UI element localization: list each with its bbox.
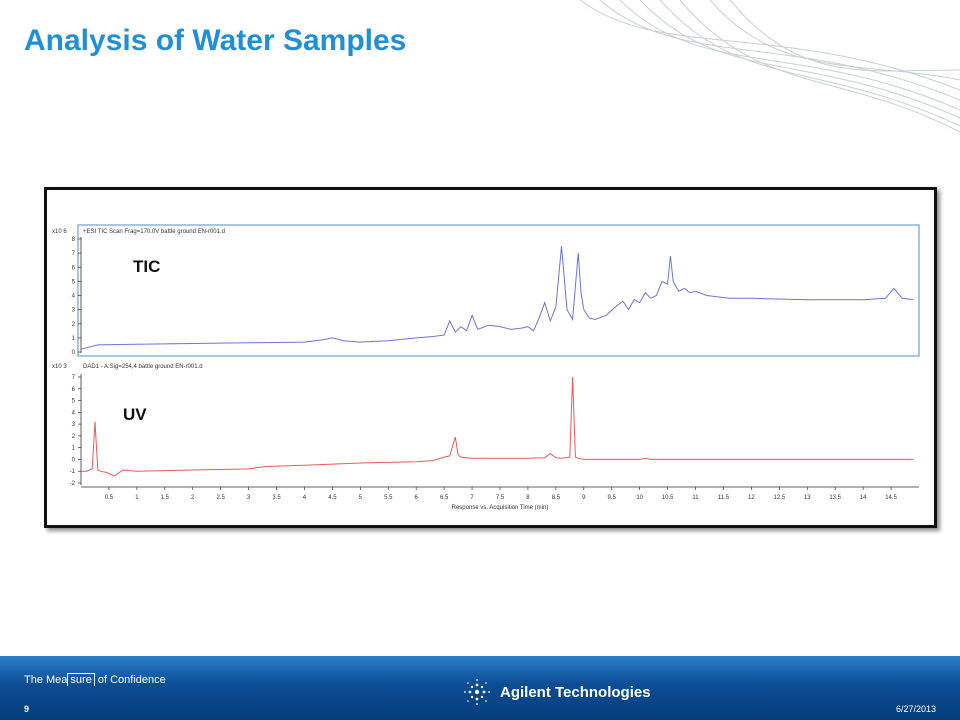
x-tick-label: 8.5: [552, 495, 561, 501]
uv-y-tick-label: 1: [72, 446, 76, 452]
x-tick-label: 11: [692, 495, 699, 501]
x-tick-label: 14: [860, 495, 867, 501]
tagline-boxed: sure: [67, 673, 95, 686]
x-tick-label: 13.5: [829, 495, 841, 501]
uv-scale-label: x10 3: [52, 364, 67, 370]
brand-name: Agilent Technologies: [500, 683, 651, 701]
tic-y-tick-label: 0: [72, 350, 76, 356]
uv-y-tick-label: 2: [72, 434, 76, 440]
x-tick-label: 0.5: [105, 495, 114, 501]
slide-date: 6/27/2013: [895, 704, 936, 714]
uv-y-tick-label: -2: [70, 481, 76, 487]
x-tick-label: 2: [191, 495, 195, 501]
brand-logo: Agilent Technologies: [462, 678, 651, 706]
uv-y-tick-label: 0: [72, 457, 76, 463]
uv-series-line: [81, 376, 914, 477]
x-tick-label: 12.5: [773, 495, 785, 501]
tagline-suffix: of Confidence: [94, 674, 166, 686]
uv-y-tick-label: 5: [72, 399, 76, 405]
tic-y-tick-label: 7: [72, 251, 76, 257]
uv-y-tick-label: 4: [72, 410, 76, 416]
uv-y-tick-label: -1: [70, 469, 76, 475]
x-tick-label: 13: [804, 495, 811, 501]
page-number: 9: [24, 704, 30, 714]
x-tick-label: 4: [303, 495, 307, 501]
x-tick-label: 7: [470, 495, 474, 501]
tagline-prefix: The Mea: [24, 674, 68, 686]
tic-scale-label: x10 6: [52, 229, 67, 235]
tagline: The Mea sure of Confidence: [24, 673, 166, 686]
uv-panel-label: UV: [123, 405, 147, 424]
tic-y-tick-label: 8: [72, 237, 76, 243]
x-tick-label: 10.5: [662, 495, 674, 501]
uv-y-tick-label: 7: [72, 375, 76, 381]
x-tick-label: 1.5: [161, 495, 170, 501]
tic-y-tick-label: 1: [72, 336, 76, 342]
uv-y-ticks: -2 -1 0 1 2 3 4 5 6 7: [70, 375, 81, 487]
tic-y-tick-label: 4: [72, 294, 76, 300]
tic-trace-label: +ESI TIC Scan Frag=170.0V battle ground …: [83, 229, 225, 235]
tic-y-tick-label: 5: [72, 279, 76, 285]
x-tick-label: 12: [748, 495, 755, 501]
x-tick-label: 8: [526, 495, 530, 501]
footer-bar: The Mea sure of Confidence Agilent Techno…: [0, 656, 960, 720]
x-tick-label: 10: [636, 495, 643, 501]
x-tick-label: 6.5: [440, 495, 449, 501]
x-tick-label: 5.5: [384, 495, 393, 501]
tic-y-tick-label: 3: [72, 308, 76, 314]
agilent-spark-icon: [464, 679, 490, 705]
chromatogram-svg: +ESI TIC Scan Frag=170.0V battle ground …: [52, 224, 920, 511]
x-axis-label: Response vs. Acquisition Time (min): [452, 505, 549, 511]
uv-trace-label: DAD1 - A:Sig=254,4 battle ground EN-r001…: [83, 364, 203, 370]
x-tick-label: 9.5: [608, 495, 617, 501]
x-tick-label: 2.5: [216, 495, 225, 501]
tic-series-line: [80, 246, 914, 350]
x-tick-label: 7.5: [496, 495, 505, 501]
slide-title: Analysis of Water Samples: [24, 24, 407, 57]
x-tick-label: 6: [415, 495, 419, 501]
background-wave-decoration: [540, 0, 960, 140]
uv-y-tick-label: 6: [72, 387, 76, 393]
tic-y-ticks: 0 1 2 3 4 5 6 7 8: [72, 237, 81, 356]
tic-panel-frame: [77, 224, 920, 357]
uv-y-tick-label: 3: [72, 422, 76, 428]
tic-panel-label: TIC: [133, 257, 160, 276]
x-tick-label: 3.5: [272, 495, 281, 501]
chromatogram-figure: +ESI TIC Scan Frag=170.0V battle ground …: [44, 187, 937, 528]
x-tick-label: 11.5: [718, 495, 730, 501]
tic-y-tick-label: 2: [72, 322, 76, 328]
tic-y-tick-label: 6: [72, 265, 76, 271]
x-tick-label: 5: [359, 495, 363, 501]
x-tick-label: 1: [135, 495, 139, 501]
x-tick-label: 14.5: [885, 495, 897, 501]
x-ticks: 0.5 1 1.5 2 2.5 3 3.5 4 4.5 5 5.5 6 6.5 7 7.5 8 8.5 9 9.5 1…: [105, 487, 898, 501]
x-tick-label: 3: [247, 495, 251, 501]
x-tick-label: 4.5: [328, 495, 337, 501]
x-tick-label: 9: [582, 495, 586, 501]
